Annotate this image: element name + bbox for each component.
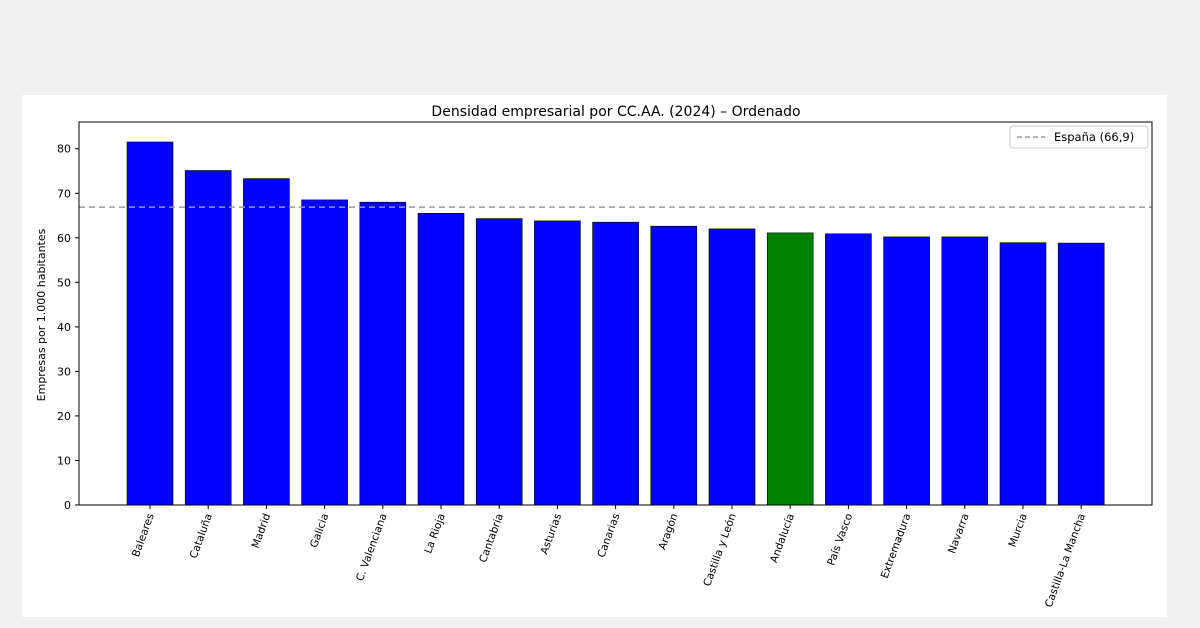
bar	[301, 199, 348, 506]
y-tick-label: 10	[57, 455, 71, 468]
legend-box	[1009, 125, 1149, 149]
y-axis-label: Empresas por 1.000 habitantes	[35, 228, 48, 401]
bar	[825, 233, 872, 506]
bar	[592, 221, 639, 506]
bar	[883, 236, 930, 506]
x-tick-label: C. Valenciana	[354, 512, 390, 583]
bar	[766, 232, 814, 506]
bar	[475, 218, 523, 506]
x-tick-label: Galicia	[308, 512, 331, 549]
bar	[184, 170, 232, 506]
bar	[359, 201, 407, 506]
x-tick-label: Madrid	[250, 512, 274, 550]
x-tick-label: Asturias	[538, 512, 564, 556]
chart-figure: Densidad empresarial por CC.AA. (2024) –…	[22, 95, 1167, 617]
y-tick-label: 70	[57, 187, 71, 200]
bar	[126, 141, 174, 506]
x-tick-label: Navarra	[946, 512, 972, 555]
plot-area: 0 10 20 30 40 50 60 70 80 Baleares Cataluña Madrid G…	[57, 141, 1152, 609]
x-tick-label: Castilla-La Mancha	[1043, 512, 1088, 609]
x-tick-label: País Vasco	[825, 512, 855, 567]
legend-label: España (66,9)	[1054, 130, 1134, 144]
y-tick-label: 30	[57, 365, 71, 378]
bar	[941, 236, 989, 506]
y-tick-label: 0	[64, 499, 71, 512]
bar	[999, 242, 1047, 506]
bar-chart: Densidad empresarial por CC.AA. (2024) –…	[35, 104, 1153, 609]
x-tick-label: Baleares	[130, 512, 157, 559]
x-tick-label: Extremadura	[879, 512, 914, 580]
x-tick-label: Andalucía	[768, 512, 797, 565]
x-tick-label: Cantabria	[477, 512, 506, 564]
bar	[417, 213, 465, 506]
y-tick-label: 80	[57, 143, 71, 156]
x-tick-label: Canarias	[595, 512, 622, 559]
plot-frame	[78, 121, 1153, 506]
bar	[243, 178, 290, 506]
x-tick-label: Cataluña	[188, 512, 215, 560]
y-tick-label: 40	[57, 321, 71, 334]
bar	[534, 220, 581, 506]
x-tick-label: Castilla y León	[701, 512, 738, 588]
y-tick-label: 20	[57, 410, 71, 423]
x-tick-label: Murcia	[1007, 512, 1030, 549]
y-tick-label: 50	[57, 276, 71, 289]
y-tick-label: 60	[57, 232, 71, 245]
chart-title: Densidad empresarial por CC.AA. (2024) –…	[431, 104, 800, 120]
bar	[708, 228, 756, 506]
bar	[650, 225, 698, 506]
x-tick-label: La Rioja	[422, 512, 448, 555]
x-tick-label: Aragón	[656, 512, 680, 552]
legend: España (66,9)	[1009, 125, 1149, 149]
bar	[1057, 242, 1105, 506]
